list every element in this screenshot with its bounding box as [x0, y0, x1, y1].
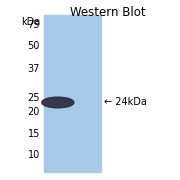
- Text: Western Blot: Western Blot: [70, 6, 146, 19]
- Text: 50: 50: [28, 41, 40, 51]
- Text: 25: 25: [28, 93, 40, 103]
- Text: 75: 75: [28, 20, 40, 30]
- Text: 20: 20: [28, 107, 40, 117]
- Ellipse shape: [42, 97, 74, 108]
- Bar: [44, 15, 101, 172]
- Text: 10: 10: [28, 150, 40, 160]
- Text: 37: 37: [28, 64, 40, 75]
- Text: kDa: kDa: [21, 17, 40, 27]
- Text: ← 24kDa: ← 24kDa: [104, 97, 147, 107]
- Text: 15: 15: [28, 129, 40, 139]
